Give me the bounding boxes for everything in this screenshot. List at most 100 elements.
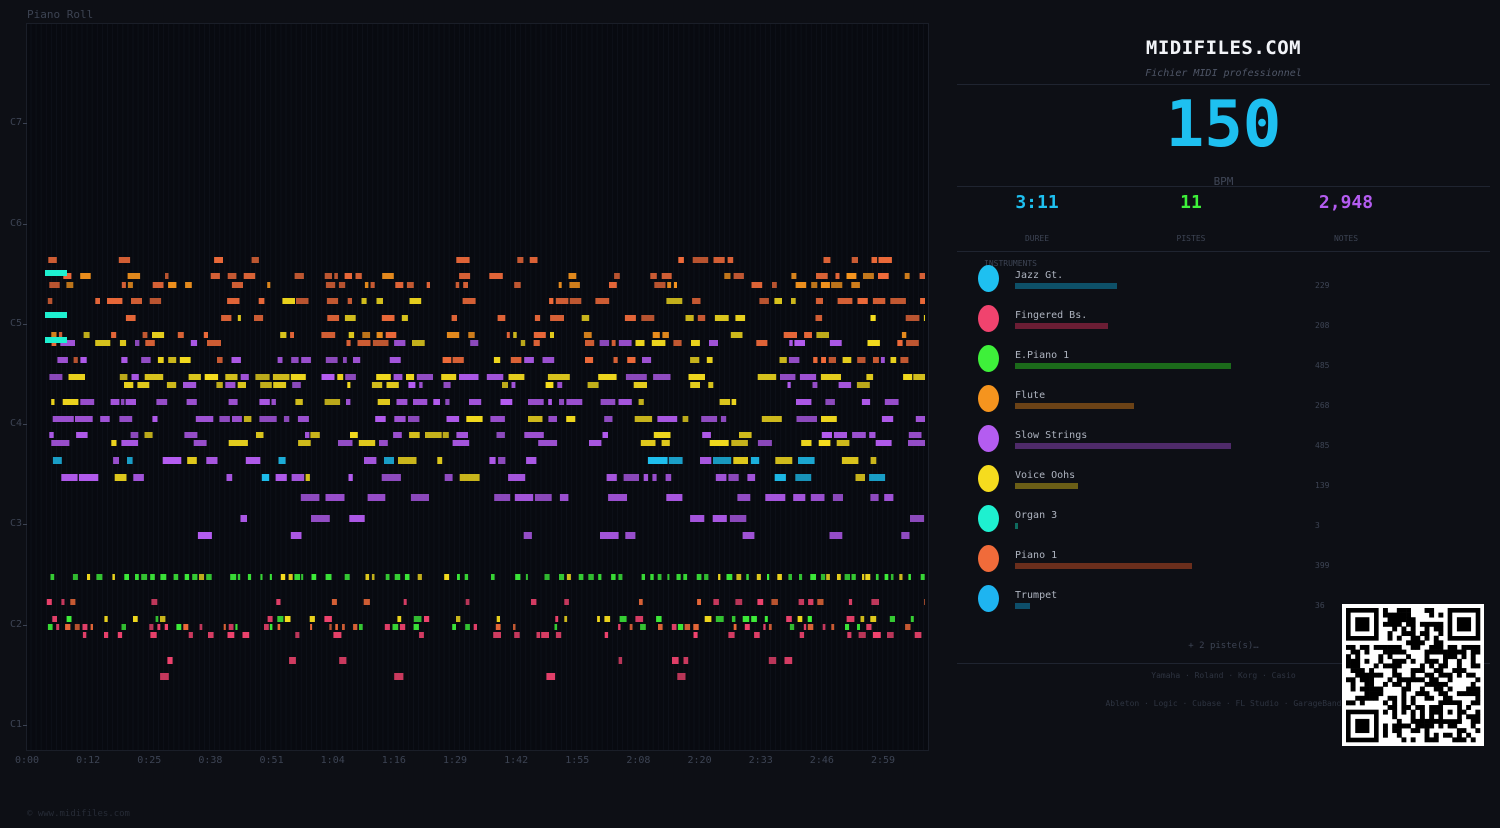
midi-note	[693, 624, 699, 630]
instrument-row[interactable]: E.Piano 1 485	[977, 345, 1337, 385]
midi-note	[353, 624, 358, 630]
stat-duration-label: DUREE	[1024, 234, 1050, 243]
midi-note	[524, 357, 534, 363]
midi-note	[413, 399, 428, 405]
qr-module	[1447, 677, 1453, 683]
instrument-row[interactable]: Slow Strings 485	[977, 425, 1337, 465]
midi-note	[100, 416, 110, 422]
midi-note	[606, 474, 617, 481]
midi-note	[305, 474, 310, 481]
midi-note	[335, 624, 338, 630]
instrument-row[interactable]: Fingered Bs. 208	[977, 305, 1337, 345]
midi-note	[207, 340, 221, 346]
more-tracks[interactable]: + 2 piste(s)…	[1188, 641, 1259, 651]
midi-note	[168, 357, 177, 363]
qr-code[interactable]	[1342, 604, 1484, 746]
instrument-row[interactable]: Jazz Gt. 229	[977, 265, 1337, 305]
qr-module	[1396, 644, 1402, 650]
midi-note	[756, 574, 761, 580]
instrument-row[interactable]: Piano 1 399	[977, 545, 1337, 585]
midi-note	[653, 432, 671, 438]
midi-note	[534, 315, 541, 321]
midi-note	[445, 399, 450, 405]
qr-module	[1433, 649, 1439, 655]
midi-note	[144, 432, 153, 438]
midi-note	[510, 357, 522, 363]
time-label: 2:08	[626, 755, 651, 766]
qr-module	[1382, 728, 1388, 734]
qr-module	[1382, 709, 1388, 715]
midi-note	[56, 624, 60, 630]
instrument-row[interactable]: Organ 3 3	[977, 505, 1337, 545]
midi-note	[267, 282, 271, 288]
qr-module	[1382, 681, 1388, 687]
midi-note	[706, 357, 713, 363]
qr-module	[1424, 621, 1430, 627]
midi-note	[381, 474, 401, 481]
instrument-row[interactable]: Trumpet 36	[977, 585, 1337, 625]
midi-note	[219, 416, 230, 422]
midi-note	[815, 315, 823, 321]
midi-note	[768, 657, 777, 664]
qr-module	[1429, 649, 1435, 655]
instrument-row[interactable]: Voice Oohs 139	[977, 465, 1337, 505]
midi-note	[729, 515, 747, 522]
time-label: 0:00	[14, 755, 40, 766]
midi-note	[915, 416, 925, 422]
midi-note	[119, 416, 133, 422]
qr-module	[1424, 691, 1430, 697]
stat-tracks-value: 11	[1180, 192, 1202, 213]
midi-note	[206, 457, 218, 464]
qr-module	[1415, 691, 1421, 697]
instrument-name: Trumpet	[1015, 590, 1058, 601]
instrument-note-count: 268	[1315, 401, 1330, 410]
midi-note	[111, 332, 117, 338]
midi-note	[654, 282, 666, 288]
midi-note	[513, 624, 516, 630]
midi-note	[611, 340, 616, 346]
midi-note	[833, 432, 847, 438]
midi-note	[324, 273, 332, 279]
midi-note	[156, 399, 168, 405]
qr-module	[1433, 705, 1439, 710]
qr-module	[1387, 635, 1393, 641]
midi-note	[353, 357, 361, 363]
midi-note	[157, 624, 161, 630]
piano-roll[interactable]	[26, 23, 929, 751]
qr-module	[1438, 649, 1444, 655]
instrument-name: Piano 1	[1015, 550, 1058, 561]
midi-note	[514, 282, 521, 288]
midi-note	[325, 574, 332, 580]
midi-note	[491, 574, 495, 580]
midi-note	[884, 399, 899, 405]
midi-note	[658, 624, 663, 630]
midi-note	[51, 440, 70, 446]
midi-note	[549, 298, 554, 304]
qr-module	[1392, 644, 1398, 650]
midi-note	[683, 657, 689, 664]
midi-note	[365, 574, 370, 580]
midi-note	[821, 416, 837, 422]
instrument-row[interactable]: Flute 268	[977, 385, 1337, 425]
qr-module	[1369, 681, 1375, 687]
midi-note	[259, 399, 270, 405]
midi-note	[456, 432, 468, 438]
qr-module	[1364, 681, 1370, 687]
qr-module	[1392, 709, 1398, 715]
midi-note	[243, 416, 252, 422]
midi-note	[495, 624, 501, 630]
qr-module	[1387, 612, 1393, 618]
instrument-share-bar	[1015, 603, 1030, 609]
midi-note	[397, 616, 402, 622]
qr-module	[1470, 686, 1476, 692]
midi-note	[358, 440, 376, 446]
midi-note	[409, 432, 420, 438]
midi-note	[296, 298, 309, 304]
midi-note	[243, 273, 256, 279]
instrument-share-bar	[1015, 323, 1108, 329]
pitch-tick	[23, 625, 27, 626]
qr-module	[1350, 677, 1356, 683]
midi-note	[394, 673, 404, 680]
qr-module	[1415, 718, 1421, 724]
midi-note	[697, 315, 706, 321]
